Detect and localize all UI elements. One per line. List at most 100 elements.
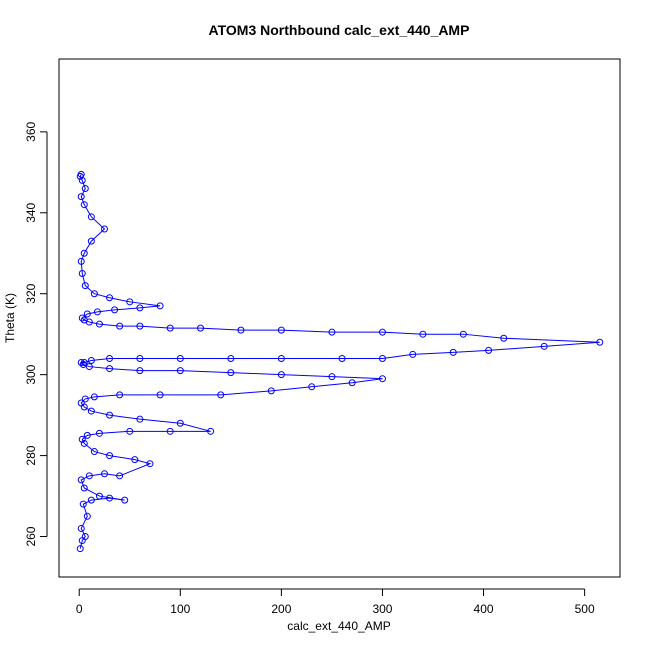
- data-point: [81, 185, 89, 192]
- data-point: [77, 399, 85, 407]
- data-point: [106, 354, 114, 362]
- data-point: [80, 249, 88, 257]
- data-point: [81, 395, 89, 403]
- data-point: [111, 306, 119, 314]
- data-point: [78, 314, 86, 322]
- data-point: [116, 472, 124, 480]
- data-point: [106, 365, 114, 373]
- data-point: [500, 334, 508, 342]
- data-point: [136, 367, 144, 375]
- data-point: [237, 326, 245, 334]
- data-layer: [76, 170, 604, 553]
- data-point: [459, 330, 467, 338]
- data-point: [87, 407, 95, 415]
- data-point: [328, 328, 336, 336]
- data-point: [90, 393, 98, 401]
- data-point: [136, 322, 144, 330]
- y-tick-label: 260: [24, 526, 38, 546]
- data-point: [77, 476, 85, 484]
- data-point: [85, 472, 93, 480]
- data-point: [131, 456, 139, 464]
- data-point: [90, 290, 98, 298]
- data-point: [106, 452, 114, 460]
- data-point: [77, 193, 85, 201]
- y-tick-label: 340: [24, 202, 38, 222]
- x-tick-label: 200: [271, 602, 291, 616]
- y-axis: 260 280 300 320 340 360: [24, 122, 48, 547]
- data-point: [126, 427, 134, 435]
- x-axis-label: calc_ext_440_AMP: [287, 619, 390, 633]
- y-axis-label: Theta (K): [3, 293, 17, 343]
- chart-title: ATOM3 Northbound calc_ext_440_AMP: [209, 22, 470, 38]
- data-point: [87, 356, 95, 364]
- data-point: [80, 359, 88, 367]
- data-point: [217, 391, 225, 399]
- data-point: [136, 304, 144, 312]
- data-point: [80, 439, 88, 447]
- data-point: [596, 338, 604, 346]
- data-point: [328, 373, 336, 381]
- data-point: [308, 383, 316, 391]
- data-point: [409, 350, 417, 358]
- data-point: [93, 308, 101, 316]
- data-point: [136, 354, 144, 362]
- data-point: [207, 427, 215, 435]
- y-tick-label: 320: [24, 283, 38, 303]
- data-point: [79, 500, 87, 508]
- x-tick-label: 100: [170, 602, 190, 616]
- data-point: [77, 170, 85, 178]
- data-point: [156, 391, 164, 399]
- x-axis: 0 100 200 300 400 500: [76, 588, 595, 616]
- data-point: [83, 310, 91, 318]
- data-point: [166, 324, 174, 332]
- data-point: [106, 411, 114, 419]
- data-point: [378, 375, 386, 383]
- data-point: [166, 427, 174, 435]
- data-point: [116, 322, 124, 330]
- data-point: [227, 354, 235, 362]
- data-point: [83, 512, 91, 520]
- data-point: [77, 257, 85, 265]
- data-point: [85, 363, 93, 371]
- data-point: [176, 419, 184, 427]
- data-point: [136, 415, 144, 423]
- data-point: [146, 460, 154, 468]
- data-point: [80, 316, 88, 324]
- data-point: [87, 213, 95, 221]
- data-point: [87, 496, 95, 504]
- data-point: [81, 533, 89, 541]
- data-point: [80, 484, 88, 492]
- data-point: [100, 470, 108, 478]
- data-point: [176, 367, 184, 375]
- data-point: [156, 302, 164, 310]
- data-point: [126, 298, 134, 306]
- data-point: [95, 492, 103, 500]
- data-point: [176, 354, 184, 362]
- x-tick-label: 300: [372, 602, 392, 616]
- data-point: [83, 431, 91, 439]
- data-point: [95, 429, 103, 437]
- data-point: [449, 348, 457, 356]
- data-point: [106, 294, 114, 302]
- data-point: [378, 328, 386, 336]
- data-point: [121, 496, 129, 504]
- data-point: [227, 369, 235, 377]
- data-point: [90, 448, 98, 456]
- data-point: [277, 354, 285, 362]
- y-tick-label: 280: [24, 445, 38, 465]
- data-point: [378, 354, 386, 362]
- data-point: [116, 391, 124, 399]
- data-point: [76, 545, 84, 553]
- series-line: [79, 174, 600, 549]
- data-point: [80, 201, 88, 209]
- data-point: [338, 354, 346, 362]
- data-point: [197, 324, 205, 332]
- data-point: [87, 237, 95, 245]
- plot-frame: [58, 58, 621, 578]
- data-point: [267, 387, 275, 395]
- x-tick-label: 400: [474, 602, 494, 616]
- x-tick-label: 0: [76, 602, 83, 616]
- data-point: [81, 282, 89, 290]
